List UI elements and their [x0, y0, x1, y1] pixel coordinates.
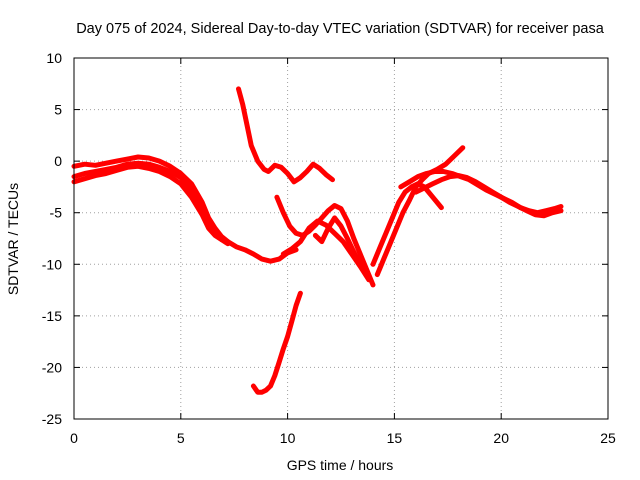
y-tick-label: -5: [50, 205, 63, 221]
x-tick-label: 20: [493, 430, 509, 446]
x-tick-label: 25: [600, 430, 616, 446]
y-tick-label: -10: [42, 256, 62, 272]
y-tick-label: -25: [42, 411, 62, 427]
series-line-arc-13: [413, 173, 564, 219]
series-line-arc-6: [250, 290, 303, 395]
y-axis-ticks: -25 -20 -15 -10 -5 0 5 10: [42, 50, 608, 427]
chart-title: Day 075 of 2024, Sidereal Day-to-day VTE…: [76, 21, 605, 37]
series-line-arc-9: [312, 215, 370, 278]
series-line-arc-10: [374, 145, 466, 278]
y-tick-label: -15: [42, 308, 62, 324]
y-tick-label: 5: [54, 102, 62, 118]
series-line-arc-5: [236, 86, 335, 185]
y-tick-label: -20: [42, 359, 62, 375]
series-line-arc-7: [274, 194, 376, 288]
series-line-arc-11: [370, 181, 444, 267]
y-axis-label: SDTVAR / TECUs: [5, 183, 21, 295]
x-tick-label: 10: [280, 430, 296, 446]
series-line-arc-3: [71, 163, 224, 242]
x-tick-label: 0: [70, 430, 78, 446]
series-line-arc-2: [71, 160, 231, 247]
x-axis-ticks: 0 5 10 15 20 25: [70, 58, 616, 446]
plot-frame: [73, 57, 609, 420]
series-line-arc-1: [71, 154, 231, 245]
x-tick-label: 5: [177, 430, 185, 446]
data-series-group: [71, 86, 564, 395]
y-tick-label: 10: [46, 50, 62, 66]
grid-lines: [74, 58, 608, 419]
x-tick-label: 15: [387, 430, 403, 446]
x-axis-label: GPS time / hours: [287, 457, 394, 473]
y-tick-label: 0: [54, 153, 62, 169]
